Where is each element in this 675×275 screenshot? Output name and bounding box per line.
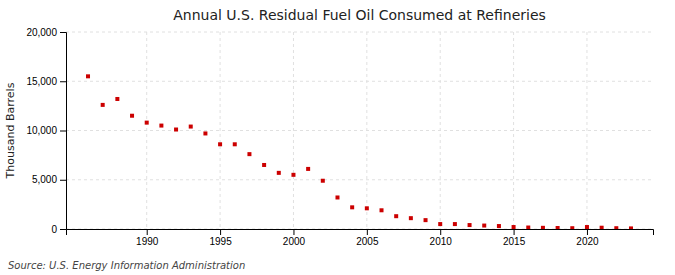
tick: 5,000	[32, 174, 66, 185]
tick-mark	[60, 81, 66, 82]
point	[614, 226, 618, 229]
tick: 2010	[430, 229, 453, 247]
title: Annual U.S. Residual Fuel Oil Consumed a…	[173, 7, 546, 23]
grid-line	[586, 32, 587, 229]
tick-mark	[60, 32, 66, 33]
point	[585, 225, 589, 229]
point	[570, 226, 574, 229]
tick-label: 15,000	[26, 76, 57, 87]
point	[101, 103, 105, 107]
grid-line	[366, 32, 367, 229]
tick: 20,000	[26, 27, 66, 38]
point	[189, 125, 193, 129]
chart: 1990 1995 2000 2005 2010 2015 2020 0 5,000 10,000…	[0, 0, 675, 275]
tick-label: 2010	[430, 236, 453, 247]
tick-label: 0	[51, 224, 57, 235]
point	[335, 195, 339, 199]
point	[526, 226, 530, 229]
tick-label: 10,000	[26, 125, 57, 136]
point	[86, 74, 90, 78]
tick-mark	[293, 229, 294, 235]
tick: 2020	[576, 229, 599, 247]
tick-label: 2015	[503, 236, 526, 247]
grid-line	[440, 32, 441, 229]
axis-line	[67, 230, 654, 236]
tick: 2015	[503, 229, 526, 247]
point	[247, 152, 251, 156]
tick: 1990	[136, 229, 159, 247]
tick-mark	[514, 229, 515, 235]
tick-mark	[147, 229, 148, 235]
tick-label: 2000	[283, 236, 306, 247]
point	[130, 114, 134, 118]
grid-line	[66, 130, 653, 131]
x-axis: 1990 1995 2000 2005 2010 2015 2020	[67, 229, 654, 247]
point	[350, 205, 354, 209]
tick-mark	[60, 180, 66, 181]
y-axis: 0 5,000 10,000 15,000 20,000	[26, 27, 66, 235]
grid-line	[66, 179, 653, 180]
tick: 2005	[356, 229, 379, 247]
point	[394, 214, 398, 218]
tick-label: 1990	[136, 236, 159, 247]
point	[541, 226, 545, 229]
tick-mark	[587, 229, 588, 235]
grid-line	[66, 32, 653, 33]
point	[409, 216, 413, 220]
y-axis-title: Thousand Barrels	[4, 82, 17, 179]
tick-mark	[220, 229, 221, 235]
grid-line	[513, 32, 514, 229]
grid-line	[293, 32, 294, 229]
point	[365, 206, 369, 210]
tick-label: 2005	[356, 236, 379, 247]
tick-mark	[367, 229, 368, 235]
grid-line	[220, 32, 221, 229]
point	[512, 225, 516, 229]
tick: 2000	[283, 229, 306, 247]
point	[497, 224, 501, 228]
point	[291, 173, 295, 177]
tick-mark	[60, 229, 66, 230]
grid-line	[66, 81, 653, 82]
plot: 1990 1995 2000 2005 2010 2015 2020 0 5,000 10,000…	[26, 27, 653, 247]
point	[145, 121, 149, 125]
point	[629, 226, 633, 229]
point	[174, 128, 178, 132]
point	[556, 226, 560, 229]
grid-line	[146, 32, 147, 229]
point	[218, 142, 222, 146]
tick: 15,000	[26, 76, 66, 87]
point	[233, 142, 237, 146]
tick-mark	[440, 229, 441, 235]
tick: 0	[51, 224, 66, 235]
point	[468, 223, 472, 227]
point	[262, 163, 266, 167]
tick-mark	[60, 131, 66, 132]
point	[277, 171, 281, 175]
tick-label: 1995	[209, 236, 232, 247]
points	[86, 74, 633, 229]
tick: 10,000	[26, 125, 66, 136]
tick: 1995	[209, 229, 232, 247]
point	[203, 131, 207, 135]
point	[115, 97, 119, 101]
point	[600, 226, 604, 229]
axis-line	[60, 33, 67, 230]
point	[321, 179, 325, 183]
tick-label: 5,000	[32, 174, 57, 185]
point	[159, 124, 163, 128]
annotation: Source: U.S. Energy Information Administ…	[8, 260, 245, 271]
tick-label: 2020	[576, 236, 599, 247]
point	[380, 208, 384, 212]
grid	[66, 32, 653, 229]
point	[438, 222, 442, 226]
point	[482, 224, 486, 228]
tick-label: 20,000	[26, 27, 57, 38]
point	[453, 222, 457, 226]
point	[424, 218, 428, 222]
point	[306, 167, 310, 171]
